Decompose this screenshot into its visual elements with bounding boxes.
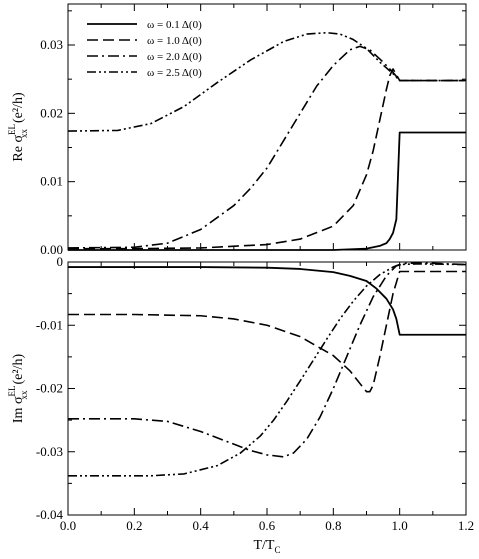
top-panel-ylabel-text: Re σEL xx(e²/h) [7, 92, 29, 162]
bottom-panel-xtick-label: 0.6 [259, 518, 276, 533]
top-panel-ytick-label: 0.02 [40, 105, 63, 120]
top-panel-ylabel: Re σEL xx(e²/h) [7, 92, 29, 162]
top-panel-series-1 [68, 131, 466, 251]
bottom-panel-xtick-label: 0.8 [325, 518, 341, 533]
bottom-panel-ylabel-text: Im σEL xx(e²/h) [7, 354, 29, 424]
bottom-panel-xtick-label: 0.2 [126, 518, 142, 533]
bottom-panel-ytick-label: -0.01 [36, 317, 63, 332]
bottom-panel-xtick-label: 1.0 [392, 518, 408, 533]
top-panel-ytick-label: 0.00 [40, 242, 63, 257]
legend-label-1: ω = 0.1 Δ(0) [147, 19, 202, 31]
bottom-panel-frame [67, 261, 467, 516]
bottom-panel-xtick-label: 1.2 [458, 518, 474, 533]
bottom-panel-xtick-label: 0.4 [193, 518, 210, 533]
bottom-panel-series-2 [68, 270, 466, 393]
legend-label-3: ω = 2.0 Δ(0) [147, 51, 202, 63]
top-panel-ytick-label: 0.01 [40, 174, 63, 189]
bottom-panel-ytick-label: 0 [57, 254, 64, 269]
bottom-panel-ytick-label: -0.04 [36, 507, 64, 522]
bottom-panel-ytick-label: -0.02 [36, 381, 63, 396]
top-panel-series-3 [67, 45, 466, 249]
bottom-panel-ytick-label: -0.03 [36, 444, 63, 459]
bottom-panel-xtick-label: 0.0 [60, 518, 76, 533]
bottom-panel-series-1 [68, 266, 466, 336]
bottom-panel-ylabel: Im σEL xx(e²/h) [7, 354, 29, 424]
top-panel-frame [67, 3, 467, 251]
bottom-panel-series-4 [68, 263, 467, 477]
bottom-panel-series-3 [68, 262, 467, 458]
top-panel-series-2 [68, 68, 466, 250]
x-axis-label: T/TC [253, 538, 280, 554]
top-panel-series-4 [67, 31, 466, 132]
legend-label-4: ω = 2.5 Δ(0) [147, 67, 202, 79]
legend-label-2: ω = 1.0 Δ(0) [147, 35, 202, 47]
top-panel-ytick-label: 0.03 [40, 37, 63, 52]
